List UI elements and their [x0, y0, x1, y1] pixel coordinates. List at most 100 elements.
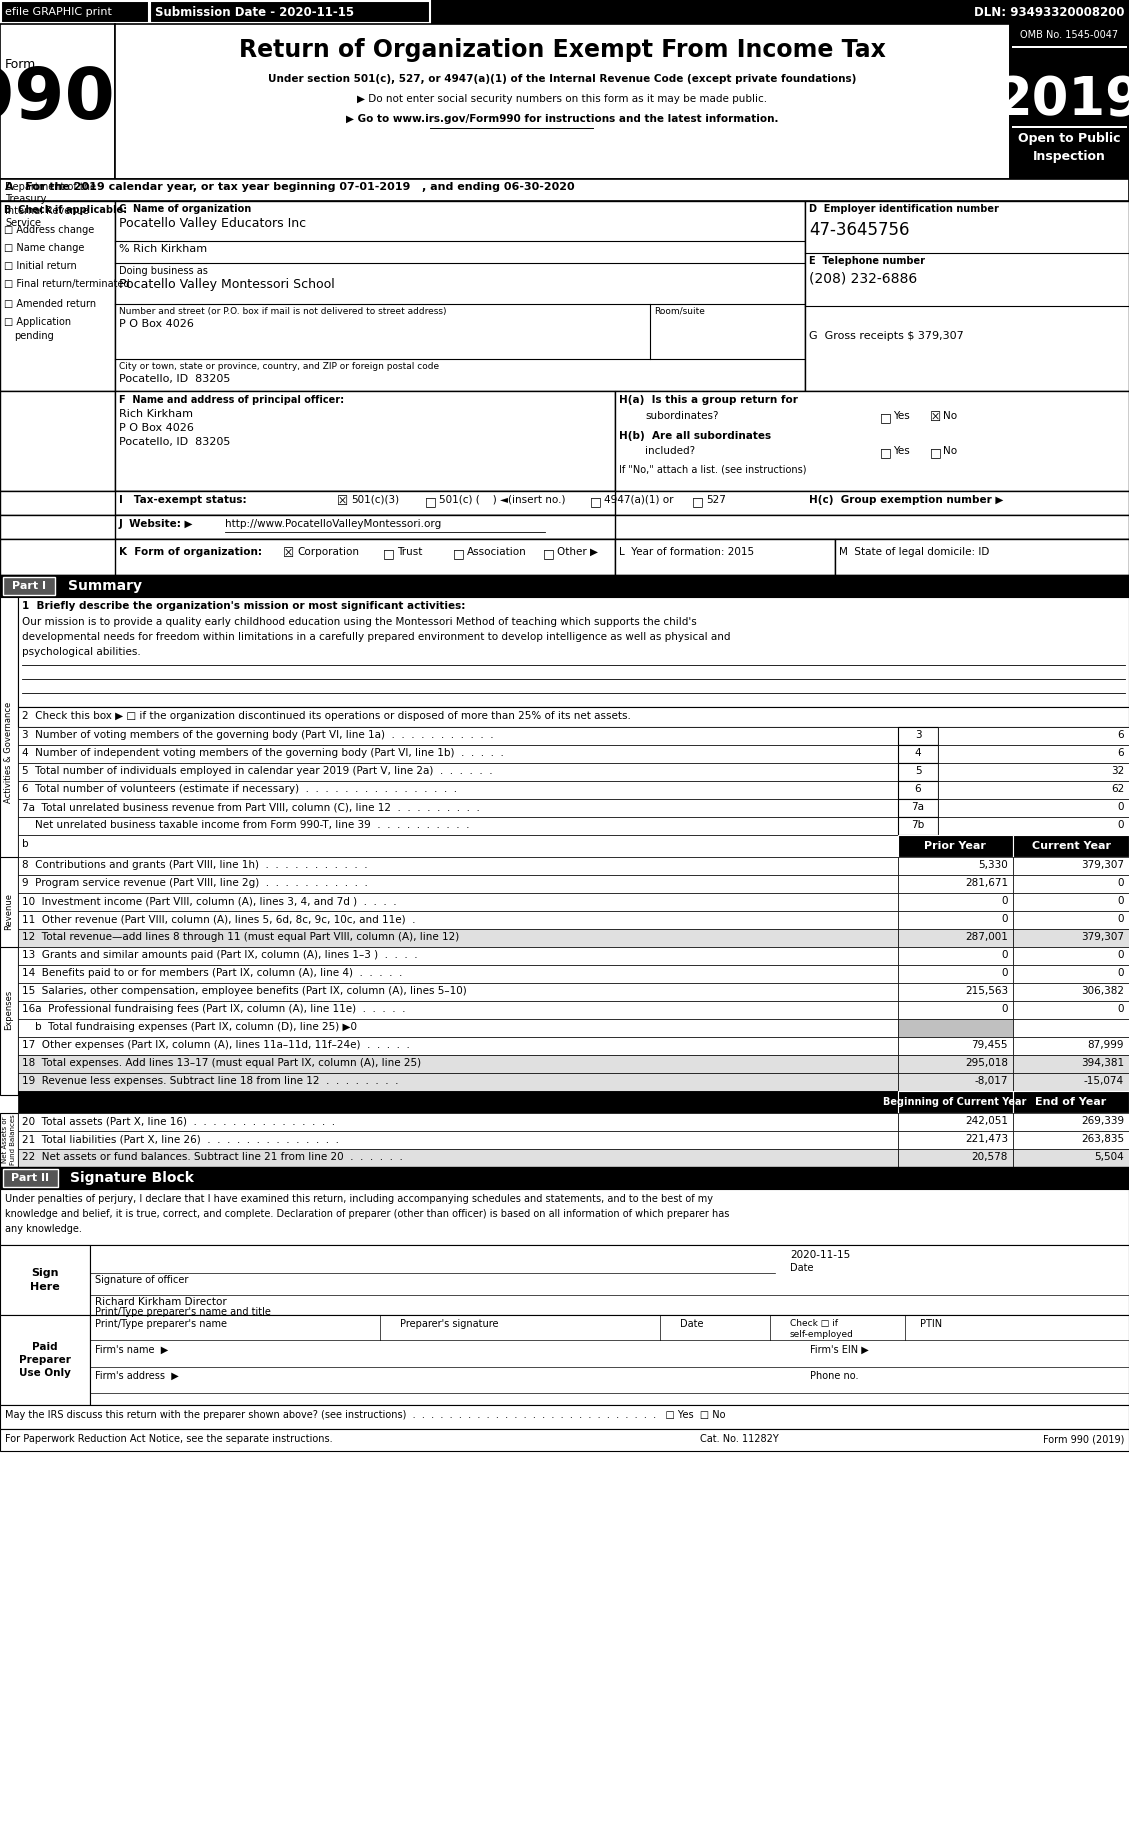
Text: 7a: 7a	[911, 802, 925, 811]
Text: G  Gross receipts $ 379,307: G Gross receipts $ 379,307	[809, 331, 964, 342]
Text: 269,339: 269,339	[1080, 1116, 1124, 1125]
Bar	[18, 764, 898, 780]
Bar	[18, 1113, 898, 1131]
Text: Submission Date - 2020-11-15: Submission Date - 2020-11-15	[155, 5, 355, 18]
Text: D  Employer identification number: D Employer identification number	[809, 205, 999, 214]
Text: 4: 4	[914, 747, 921, 758]
Text: Room/suite: Room/suite	[654, 307, 704, 316]
Bar	[1013, 1113, 1129, 1131]
Text: 527: 527	[706, 495, 726, 504]
Text: Service: Service	[5, 217, 41, 228]
Text: 263,835: 263,835	[1080, 1135, 1124, 1144]
Text: Print/Type preparer's name and title: Print/Type preparer's name and title	[95, 1306, 271, 1317]
Bar	[898, 857, 1013, 875]
Bar	[90, 1315, 1129, 1405]
Text: 0: 0	[1001, 914, 1008, 924]
Text: □: □	[879, 411, 892, 424]
Text: 4947(a)(1) or: 4947(a)(1) or	[604, 495, 674, 504]
Text: Check □ if
self-employed: Check □ if self-employed	[790, 1319, 854, 1339]
Bar	[898, 780, 938, 798]
Bar	[1013, 1149, 1129, 1167]
Text: Phone no.: Phone no.	[809, 1370, 858, 1381]
Text: Pocatello, ID  83205: Pocatello, ID 83205	[119, 437, 230, 448]
Bar	[835, 539, 1129, 576]
Text: http://www.PocatelloValleyMontessori.org: http://www.PocatelloValleyMontessori.org	[225, 519, 441, 530]
Text: 394,381: 394,381	[1080, 1058, 1124, 1069]
Bar	[1013, 1091, 1129, 1113]
Text: 6: 6	[1118, 747, 1124, 758]
Bar	[0, 201, 115, 391]
Text: □ Application: □ Application	[5, 318, 71, 327]
Bar	[898, 727, 938, 745]
Bar	[938, 798, 1129, 817]
Bar	[898, 1131, 1013, 1149]
Text: F  Name and address of principal officer:: F Name and address of principal officer:	[119, 395, 344, 406]
Text: 0: 0	[1118, 895, 1124, 906]
Text: ☒: ☒	[283, 546, 295, 561]
Text: Return of Organization Exempt From Income Tax: Return of Organization Exempt From Incom…	[238, 38, 885, 62]
Text: 281,671: 281,671	[965, 879, 1008, 888]
Text: Prior Year: Prior Year	[924, 840, 986, 851]
Text: pending: pending	[14, 331, 54, 342]
Text: 221,473: 221,473	[965, 1135, 1008, 1144]
Text: E  Telephone number: E Telephone number	[809, 256, 925, 267]
Bar	[0, 597, 18, 906]
Text: 20,578: 20,578	[972, 1153, 1008, 1162]
Text: 501(c) (    ) ◄(insert no.): 501(c) ( ) ◄(insert no.)	[439, 495, 566, 504]
Text: 0: 0	[1118, 914, 1124, 924]
Bar	[0, 1167, 1129, 1189]
Text: □: □	[930, 446, 942, 459]
Text: 15  Salaries, other compensation, employee benefits (Part IX, column (A), lines : 15 Salaries, other compensation, employe…	[21, 987, 466, 996]
Text: 8  Contributions and grants (Part VIII, line 1h)  .  .  .  .  .  .  .  .  .  .  : 8 Contributions and grants (Part VIII, l…	[21, 861, 368, 870]
Text: Pocatello Valley Educators Inc: Pocatello Valley Educators Inc	[119, 217, 306, 230]
Text: 1  Briefly describe the organization's mission or most significant activities:: 1 Briefly describe the organization's mi…	[21, 601, 465, 610]
Bar	[1013, 946, 1129, 965]
Text: Part II: Part II	[11, 1173, 49, 1184]
Bar	[1, 2, 149, 24]
Bar	[615, 391, 1129, 491]
Text: 12  Total revenue—add lines 8 through 11 (must equal Part VIII, column (A), line: 12 Total revenue—add lines 8 through 11 …	[21, 932, 460, 943]
Text: efile GRAPHIC print: efile GRAPHIC print	[5, 7, 112, 16]
Bar	[150, 2, 430, 24]
Text: Print/Type preparer's name: Print/Type preparer's name	[95, 1319, 227, 1328]
Bar	[18, 857, 898, 875]
Text: Pocatello Valley Montessori School: Pocatello Valley Montessori School	[119, 278, 335, 290]
Text: □ Name change: □ Name change	[5, 243, 85, 252]
Text: Number and street (or P.O. box if mail is not delivered to street address): Number and street (or P.O. box if mail i…	[119, 307, 446, 316]
Text: 5,504: 5,504	[1094, 1153, 1124, 1162]
Text: Under penalties of perjury, I declare that I have examined this return, includin: Under penalties of perjury, I declare th…	[5, 1195, 714, 1204]
Text: 6  Total number of volunteers (estimate if necessary)  .  .  .  .  .  .  .  .  .: 6 Total number of volunteers (estimate i…	[21, 784, 457, 795]
Text: B  Check if applicable:: B Check if applicable:	[5, 205, 128, 216]
Text: 287,001: 287,001	[965, 932, 1008, 943]
Text: 3  Number of voting members of the governing body (Part VI, line 1a)  .  .  .  .: 3 Number of voting members of the govern…	[21, 731, 493, 740]
Bar	[18, 780, 898, 798]
Text: 79,455: 79,455	[971, 1040, 1008, 1051]
Text: Pocatello, ID  83205: Pocatello, ID 83205	[119, 375, 230, 384]
Text: OMB No. 1545-0047: OMB No. 1545-0047	[1019, 29, 1118, 40]
Text: □: □	[425, 495, 437, 508]
Text: 6: 6	[1118, 731, 1124, 740]
Text: psychological abilities.: psychological abilities.	[21, 647, 141, 658]
Text: 6: 6	[914, 784, 921, 795]
Text: Date: Date	[790, 1262, 814, 1273]
Text: (208) 232-6886: (208) 232-6886	[809, 270, 917, 285]
Bar	[115, 391, 615, 491]
Text: % Rich Kirkham: % Rich Kirkham	[119, 245, 207, 254]
Bar	[1010, 24, 1129, 179]
Bar	[1013, 835, 1129, 857]
Bar	[115, 24, 1010, 179]
Text: included?: included?	[645, 446, 695, 457]
Bar	[1013, 857, 1129, 875]
Text: Signature Block: Signature Block	[70, 1171, 194, 1186]
Text: 4  Number of independent voting members of the governing body (Part VI, line 1b): 4 Number of independent voting members o…	[21, 747, 504, 758]
Text: Paid
Preparer
Use Only: Paid Preparer Use Only	[19, 1341, 71, 1378]
Bar	[898, 875, 1013, 893]
Text: Our mission is to provide a quality early childhood education using the Montesso: Our mission is to provide a quality earl…	[21, 618, 697, 627]
Text: Richard Kirkham Director: Richard Kirkham Director	[95, 1297, 227, 1306]
Bar	[1013, 912, 1129, 928]
Bar	[0, 1429, 1129, 1451]
Text: P O Box 4026: P O Box 4026	[119, 424, 194, 433]
Text: -8,017: -8,017	[974, 1076, 1008, 1085]
Bar	[18, 745, 898, 764]
Text: 5: 5	[914, 766, 921, 776]
